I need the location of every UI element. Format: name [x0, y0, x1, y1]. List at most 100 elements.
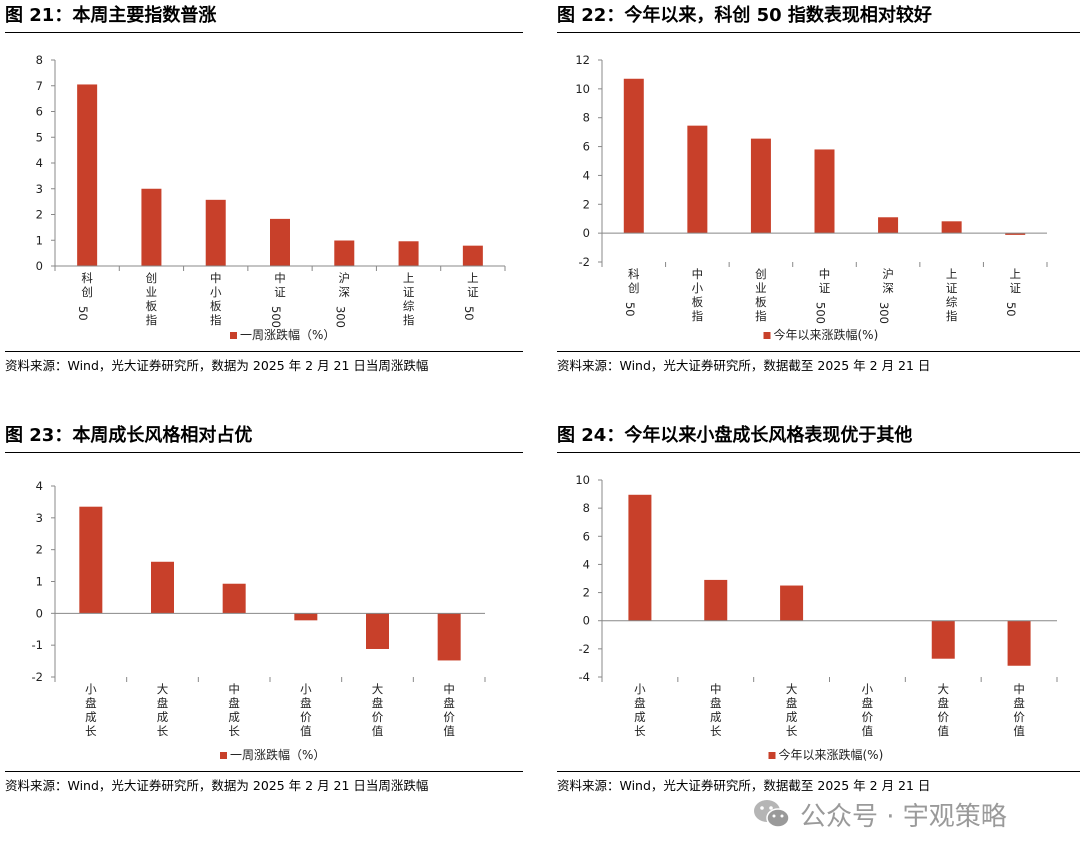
y-tick-label: 2: [583, 197, 590, 211]
legend-swatch: [763, 332, 771, 339]
bar: [687, 125, 708, 234]
bar: [141, 188, 162, 266]
y-tick-label: -4: [579, 670, 590, 684]
y-tick-label: 3: [36, 511, 43, 525]
bar: [780, 585, 804, 621]
chart-title: 图 22：今年以来，科创 50 指数表现相对较好: [557, 0, 1080, 33]
x-tick-label: 创业板指: [146, 271, 158, 327]
bar: [334, 240, 355, 266]
bar: [270, 218, 290, 266]
x-tick-label-digits: 500: [269, 306, 283, 328]
y-tick-label: 6: [583, 529, 590, 543]
y-tick-label: 4: [36, 479, 43, 493]
x-tick-label: 大盘成长: [786, 682, 798, 738]
y-tick-label: -2: [32, 670, 43, 684]
y-tick-label: -2: [579, 255, 590, 269]
x-tick-label: 科创: [628, 267, 640, 295]
legend-swatch: [768, 752, 776, 759]
chart-title: 图 24：今年以来小盘成长风格表现优于其他: [557, 420, 1080, 453]
y-tick-label: 0: [36, 606, 43, 620]
x-tick-label-digits: 50: [1004, 302, 1018, 317]
x-tick-label: 中盘价值: [443, 682, 455, 738]
bar: [1005, 233, 1026, 235]
y-tick-label: -1: [32, 638, 43, 652]
bar: [941, 221, 962, 234]
x-tick-label: 上证: [467, 271, 479, 299]
legend-label: 一周涨跌幅（%）: [240, 327, 335, 342]
y-tick-label: 6: [36, 105, 43, 119]
y-tick-label: 8: [583, 111, 590, 125]
y-tick-label: 0: [583, 226, 590, 240]
x-tick-label-digits: 50: [623, 302, 637, 317]
x-tick-label: 小盘价值: [300, 682, 312, 738]
y-tick-label: 3: [36, 182, 43, 196]
wechat-icon: [754, 800, 790, 828]
y-tick-label: 7: [36, 79, 43, 93]
y-tick-label: 8: [583, 501, 590, 515]
source-note: 资料来源：Wind，光大证券研究所，数据截至 2025 年 2 月 21 日: [557, 351, 1080, 374]
watermark: 公众号 · 宇观策略: [752, 792, 1062, 836]
x-tick-label: 沪深: [882, 267, 894, 295]
bar: [222, 583, 246, 614]
source-note: 资料来源：Wind，光大证券研究所，数据为 2025 年 2 月 21 日当周涨…: [5, 351, 523, 374]
bar: [750, 138, 771, 234]
y-tick-label: 1: [36, 233, 43, 247]
x-tick-label-digits: 300: [877, 302, 891, 324]
chart-panel-21: 图 21：本周主要指数普涨 0 1 2 3 4 5 6 7 8 科创 50 创业板指 中小板指 中证 500…: [5, 0, 523, 380]
x-tick-label: 科创: [81, 271, 93, 299]
source-note: 资料来源：Wind，光大证券研究所，数据为 2025 年 2 月 21 日当周涨…: [5, 771, 523, 794]
chart-panel-22: 图 22：今年以来，科创 50 指数表现相对较好 -2 0 2 4 6 8 10 12 科创 50…: [557, 0, 1080, 380]
bar: [79, 506, 103, 614]
x-tick-label: 大盘成长: [157, 682, 169, 738]
bar: [878, 217, 899, 234]
x-tick-label: 大盘价值: [938, 682, 950, 738]
y-tick-label: 2: [583, 586, 590, 600]
y-tick-label: 2: [36, 543, 43, 557]
bar: [294, 613, 318, 621]
x-tick-label: 上证: [1009, 267, 1021, 295]
legend-label: 一周涨跌幅（%）: [230, 747, 325, 762]
y-tick-label: 8: [36, 53, 43, 67]
x-tick-label: 沪深: [339, 271, 351, 299]
legend-swatch: [230, 332, 237, 339]
x-tick-label-digits: 300: [333, 306, 347, 328]
x-tick-label-digits: 50: [462, 306, 476, 321]
bar: [151, 561, 174, 614]
bar: [704, 579, 728, 621]
bar: [462, 245, 483, 266]
bar: [623, 78, 644, 234]
x-tick-label: 中盘价值: [1013, 682, 1025, 738]
x-tick-label: 中证: [274, 271, 286, 299]
x-tick-label: 小盘成长: [85, 682, 97, 738]
bar-chart: 0 1 2 3 4 5 6 7 8 科创 50 创业板指 中小板指 中证 500 沪深 300 上证综指 上证 50 一…: [36, 53, 506, 342]
y-tick-label: 4: [583, 557, 590, 571]
y-tick-label: 10: [575, 82, 590, 96]
y-tick-label: 6: [583, 140, 590, 154]
x-tick-label: 大盘价值: [372, 682, 384, 738]
bar: [205, 199, 226, 266]
bar: [437, 613, 461, 661]
x-tick-label: 上证综指: [403, 271, 415, 327]
legend-label: 今年以来涨跌幅(%): [779, 747, 884, 762]
bar: [398, 241, 419, 266]
chart-title: 图 23：本周成长风格相对占优: [5, 420, 523, 453]
x-tick-label: 中证: [819, 267, 831, 295]
bar: [931, 620, 955, 659]
chart-title: 图 21：本周主要指数普涨: [5, 0, 523, 33]
bar: [1007, 620, 1031, 666]
y-tick-label: -2: [579, 642, 590, 656]
x-tick-label: 中盘成长: [710, 682, 722, 738]
x-tick-label: 小盘成长: [634, 682, 646, 738]
y-tick-label: 4: [36, 156, 43, 170]
x-tick-label: 中小板指: [692, 267, 704, 323]
y-tick-label: 2: [36, 208, 43, 222]
x-tick-label-digits: 50: [76, 306, 90, 321]
y-tick-label: 5: [36, 130, 43, 144]
x-tick-label: 创业板指: [755, 267, 767, 323]
bar: [77, 84, 98, 267]
y-tick-label: 1: [36, 575, 43, 589]
bar: [366, 613, 389, 649]
bar-chart: -4 -2 0 2 4 6 8 10 小盘成长 中盘成长 大盘成长 小盘价值 大盘价值 中盘价值今年以来涨…: [575, 473, 1058, 762]
legend-label: 今年以来涨跌幅(%): [774, 327, 879, 342]
bar: [628, 494, 652, 621]
